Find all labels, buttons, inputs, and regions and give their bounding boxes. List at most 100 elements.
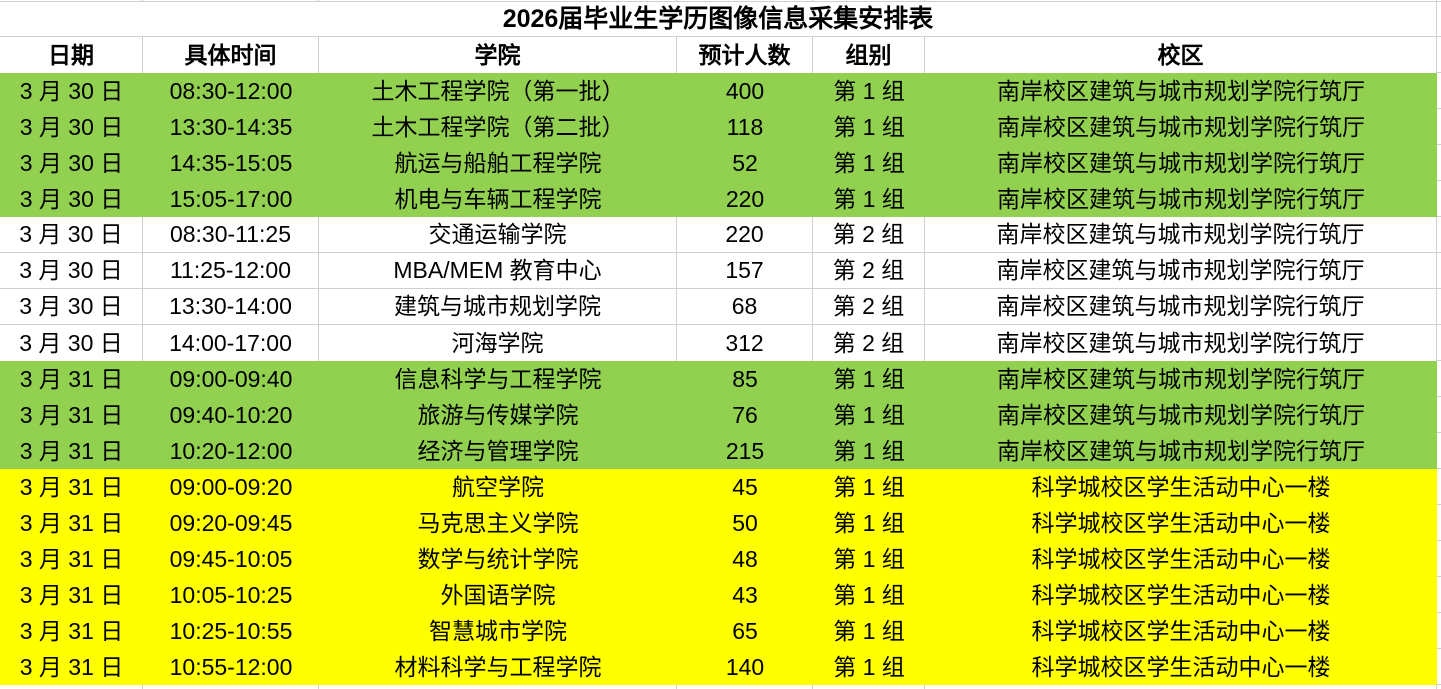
cell-campus[interactable]: 南岸校区建筑与城市规划学院行筑厅 xyxy=(925,253,1437,289)
cell-group[interactable]: 第 2 组 xyxy=(813,217,925,253)
cell-campus[interactable]: 南岸校区建筑与城市规划学院行筑厅 xyxy=(925,361,1437,397)
cell-college[interactable]: 土木工程学院（第一批） xyxy=(319,73,677,109)
cell-count[interactable]: 65 xyxy=(677,613,813,649)
cell-time[interactable]: 09:40-10:20 xyxy=(143,397,319,433)
cell-date[interactable]: 3 月 31 日 xyxy=(0,613,143,649)
cell-date[interactable]: 3 月 30 日 xyxy=(0,181,143,217)
cell-time[interactable]: 11:25-12:00 xyxy=(143,253,319,289)
cell-count[interactable]: 43 xyxy=(677,577,813,613)
cell-time[interactable]: 14:00-17:00 xyxy=(143,325,319,361)
cell-date[interactable]: 3 月 30 日 xyxy=(0,145,143,181)
cell-date[interactable]: 3 月 31 日 xyxy=(0,469,143,505)
cell-count[interactable]: 50 xyxy=(677,505,813,541)
cell-date[interactable]: 3 月 31 日 xyxy=(0,541,143,577)
page-title[interactable]: 2026届毕业生学历图像信息采集安排表 xyxy=(0,2,1437,37)
cell-college[interactable]: 建筑与城市规划学院 xyxy=(319,289,677,325)
cell-time[interactable]: 09:00-09:20 xyxy=(143,469,319,505)
cell-count[interactable]: 312 xyxy=(677,325,813,361)
cell-time[interactable]: 10:20-12:00 xyxy=(143,433,319,469)
cell-college[interactable]: 信息科学与工程学院 xyxy=(319,361,677,397)
cell-time[interactable]: 08:30-12:00 xyxy=(143,73,319,109)
cell-college[interactable]: 土木工程学院（第二批） xyxy=(319,109,677,145)
cell-campus[interactable]: 南岸校区建筑与城市规划学院行筑厅 xyxy=(925,433,1437,469)
cell-campus[interactable]: 科学城校区学生活动中心一楼 xyxy=(925,649,1437,685)
cell-college[interactable]: 航空学院 xyxy=(319,469,677,505)
cell-campus[interactable]: 南岸校区建筑与城市规划学院行筑厅 xyxy=(925,73,1437,109)
cell-college[interactable]: 河海学院 xyxy=(319,325,677,361)
cell-date[interactable]: 3 月 30 日 xyxy=(0,253,143,289)
cell-time[interactable]: 09:00-09:40 xyxy=(143,361,319,397)
cell-group[interactable]: 第 1 组 xyxy=(813,505,925,541)
cell-campus[interactable]: 科学城校区学生活动中心一楼 xyxy=(925,469,1437,505)
cell-group[interactable]: 第 1 组 xyxy=(813,613,925,649)
cell-campus[interactable]: 科学城校区学生活动中心一楼 xyxy=(925,613,1437,649)
cell-college[interactable]: 旅游与传媒学院 xyxy=(319,397,677,433)
cell-group[interactable]: 第 1 组 xyxy=(813,73,925,109)
header-college[interactable]: 学院 xyxy=(319,37,677,73)
cell-time[interactable]: 09:45-10:05 xyxy=(143,541,319,577)
cell-count[interactable]: 157 xyxy=(677,253,813,289)
cell-campus[interactable]: 南岸校区建筑与城市规划学院行筑厅 xyxy=(925,181,1437,217)
header-time[interactable]: 具体时间 xyxy=(143,37,319,73)
cell-time[interactable]: 13:30-14:35 xyxy=(143,109,319,145)
cell-college[interactable]: 智慧城市学院 xyxy=(319,613,677,649)
cell-campus[interactable]: 南岸校区建筑与城市规划学院行筑厅 xyxy=(925,145,1437,181)
cell-date[interactable]: 3 月 31 日 xyxy=(0,397,143,433)
cell-date[interactable]: 3 月 31 日 xyxy=(0,649,143,685)
cell-date[interactable]: 3 月 30 日 xyxy=(0,109,143,145)
cell-time[interactable]: 10:55-12:00 xyxy=(143,649,319,685)
cell-time[interactable]: 10:25-10:55 xyxy=(143,613,319,649)
cell-time[interactable]: 15:05-17:00 xyxy=(143,181,319,217)
cell-campus[interactable]: 科学城校区学生活动中心一楼 xyxy=(925,577,1437,613)
cell-group[interactable]: 第 1 组 xyxy=(813,541,925,577)
cell-count[interactable]: 48 xyxy=(677,541,813,577)
cell-count[interactable]: 45 xyxy=(677,469,813,505)
cell-count[interactable]: 215 xyxy=(677,433,813,469)
cell-college[interactable]: 经济与管理学院 xyxy=(319,433,677,469)
cell-date[interactable]: 3 月 31 日 xyxy=(0,505,143,541)
cell-group[interactable]: 第 1 组 xyxy=(813,433,925,469)
cell-group[interactable]: 第 1 组 xyxy=(813,181,925,217)
header-count[interactable]: 预计人数 xyxy=(677,37,813,73)
cell-campus[interactable]: 科学城校区学生活动中心一楼 xyxy=(925,505,1437,541)
cell-count[interactable]: 220 xyxy=(677,181,813,217)
cell-date[interactable]: 3 月 31 日 xyxy=(0,433,143,469)
cell-college[interactable]: 材料科学与工程学院 xyxy=(319,649,677,685)
cell-college[interactable]: 航运与船舶工程学院 xyxy=(319,145,677,181)
cell-count[interactable]: 85 xyxy=(677,361,813,397)
cell-time[interactable]: 14:35-15:05 xyxy=(143,145,319,181)
header-group[interactable]: 组别 xyxy=(813,37,925,73)
cell-count[interactable]: 140 xyxy=(677,649,813,685)
cell-time[interactable]: 09:20-09:45 xyxy=(143,505,319,541)
cell-college[interactable]: 马克思主义学院 xyxy=(319,505,677,541)
cell-time[interactable]: 13:30-14:00 xyxy=(143,289,319,325)
cell-college[interactable]: 数学与统计学院 xyxy=(319,541,677,577)
cell-campus[interactable]: 南岸校区建筑与城市规划学院行筑厅 xyxy=(925,217,1437,253)
cell-college[interactable]: 外国语学院 xyxy=(319,577,677,613)
cell-college[interactable]: MBA/MEM 教育中心 xyxy=(319,253,677,289)
cell-date[interactable]: 3 月 31 日 xyxy=(0,361,143,397)
cell-date[interactable]: 3 月 30 日 xyxy=(0,73,143,109)
cell-time[interactable]: 08:30-11:25 xyxy=(143,217,319,253)
cell-group[interactable]: 第 1 组 xyxy=(813,109,925,145)
cell-group[interactable]: 第 1 组 xyxy=(813,145,925,181)
cell-group[interactable]: 第 1 组 xyxy=(813,577,925,613)
cell-college[interactable]: 交通运输学院 xyxy=(319,217,677,253)
cell-campus[interactable]: 南岸校区建筑与城市规划学院行筑厅 xyxy=(925,325,1437,361)
cell-date[interactable]: 3 月 30 日 xyxy=(0,217,143,253)
cell-count[interactable]: 52 xyxy=(677,145,813,181)
cell-count[interactable]: 68 xyxy=(677,289,813,325)
header-date[interactable]: 日期 xyxy=(0,37,143,73)
cell-time[interactable]: 10:05-10:25 xyxy=(143,577,319,613)
cell-date[interactable]: 3 月 31 日 xyxy=(0,577,143,613)
cell-group[interactable]: 第 2 组 xyxy=(813,253,925,289)
cell-group[interactable]: 第 1 组 xyxy=(813,397,925,433)
cell-campus[interactable]: 南岸校区建筑与城市规划学院行筑厅 xyxy=(925,289,1437,325)
cell-count[interactable]: 118 xyxy=(677,109,813,145)
header-campus[interactable]: 校区 xyxy=(925,37,1437,73)
cell-campus[interactable]: 南岸校区建筑与城市规划学院行筑厅 xyxy=(925,109,1437,145)
cell-campus[interactable]: 南岸校区建筑与城市规划学院行筑厅 xyxy=(925,397,1437,433)
cell-group[interactable]: 第 2 组 xyxy=(813,289,925,325)
cell-group[interactable]: 第 1 组 xyxy=(813,649,925,685)
cell-campus[interactable]: 科学城校区学生活动中心一楼 xyxy=(925,541,1437,577)
